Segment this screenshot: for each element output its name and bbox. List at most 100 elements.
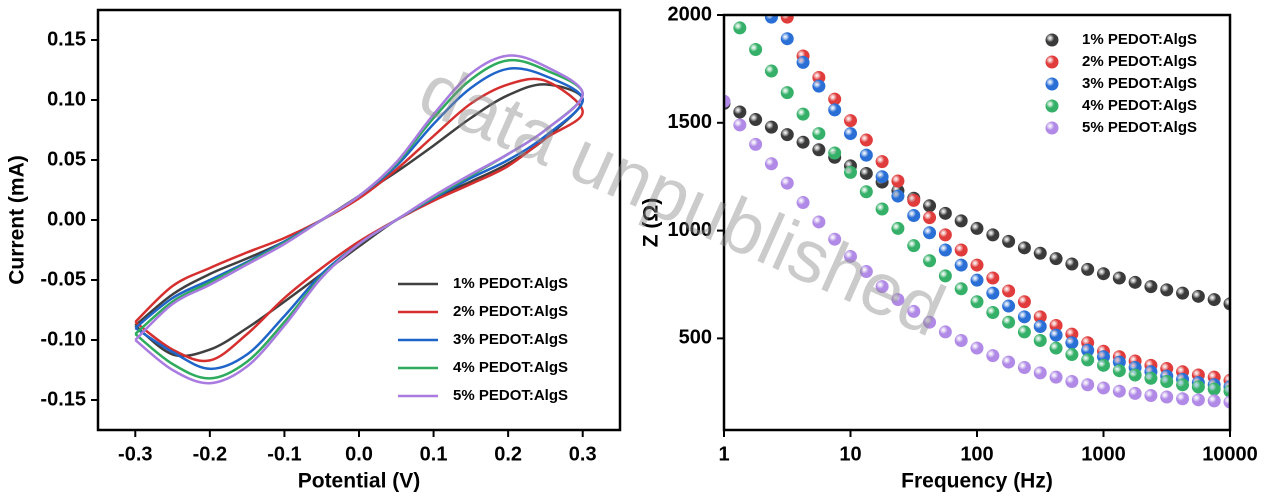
data-point xyxy=(1160,390,1174,404)
data-point xyxy=(812,215,826,229)
data-point xyxy=(954,214,968,228)
data-point xyxy=(938,269,952,283)
data-point xyxy=(923,226,937,240)
data-point xyxy=(1081,343,1095,357)
legend-label: 5% PEDOT:AlgS xyxy=(1082,119,1197,136)
y-tick-label: 1500 xyxy=(668,111,713,133)
data-point xyxy=(828,103,842,117)
data-point xyxy=(1081,378,1095,392)
data-point xyxy=(970,273,984,287)
data-point xyxy=(1049,341,1063,355)
data-point xyxy=(923,254,937,268)
x-tick-label: 10000 xyxy=(1202,443,1258,465)
data-point xyxy=(891,221,905,235)
data-point xyxy=(1017,325,1031,339)
data-point xyxy=(986,271,1000,285)
data-point xyxy=(1017,310,1031,324)
data-point xyxy=(1049,370,1063,384)
data-point xyxy=(764,157,778,171)
data-point xyxy=(1049,328,1063,342)
data-point xyxy=(812,143,826,157)
x-axis-label: Frequency (Hz) xyxy=(901,470,1053,493)
data-point xyxy=(749,137,763,151)
legend-swatch xyxy=(1045,33,1059,47)
data-point xyxy=(970,341,984,355)
x-tick-label: -0.1 xyxy=(267,443,301,465)
y-tick-label: 500 xyxy=(679,327,712,349)
data-point xyxy=(891,189,905,203)
data-point xyxy=(780,15,794,24)
data-point xyxy=(1002,299,1016,313)
cv-curve xyxy=(134,54,584,385)
y-tick-label: -0.15 xyxy=(40,388,86,410)
data-point xyxy=(1033,310,1047,324)
data-point xyxy=(780,176,794,190)
data-point xyxy=(764,15,778,24)
data-point xyxy=(1144,389,1158,403)
data-point xyxy=(1033,246,1047,260)
data-point xyxy=(1097,358,1110,372)
data-point xyxy=(1207,382,1221,396)
data-point xyxy=(1223,395,1230,409)
data-point xyxy=(923,211,937,225)
data-point xyxy=(1049,252,1063,266)
data-point xyxy=(1081,353,1095,367)
data-point xyxy=(1097,267,1110,281)
data-point xyxy=(1002,234,1016,248)
data-point xyxy=(780,32,794,46)
data-point xyxy=(764,120,778,134)
data-point xyxy=(907,304,921,318)
data-point xyxy=(938,228,952,242)
data-point xyxy=(954,334,968,348)
data-point xyxy=(1160,374,1174,388)
data-point xyxy=(1065,336,1079,350)
data-point xyxy=(1144,371,1158,385)
y-tick-label: -0.10 xyxy=(40,328,86,350)
data-point xyxy=(1049,318,1063,332)
data-point xyxy=(844,127,857,141)
data-point xyxy=(828,146,842,160)
data-point xyxy=(1191,380,1205,394)
axes-frame xyxy=(722,13,1232,432)
y-tick-label: 0.00 xyxy=(47,208,86,230)
legend-swatch xyxy=(1045,55,1059,69)
data-point xyxy=(986,306,1000,320)
data-point xyxy=(1065,257,1079,271)
legend-swatch xyxy=(1045,77,1059,91)
y-tick-label: 0.10 xyxy=(47,88,86,110)
data-point xyxy=(891,174,905,188)
x-tick-label: 0.3 xyxy=(569,443,597,465)
y-tick-label: 0.15 xyxy=(47,28,86,50)
data-point xyxy=(1128,275,1142,289)
data-point xyxy=(986,286,1000,300)
data-point xyxy=(875,155,889,169)
x-tick-label: -0.3 xyxy=(118,443,152,465)
data-point xyxy=(1033,334,1047,348)
data-point xyxy=(859,148,873,162)
y-tick-label: 1000 xyxy=(668,219,713,241)
y-tick-label: 2000 xyxy=(668,3,713,25)
data-point xyxy=(986,349,1000,363)
data-point xyxy=(970,221,984,235)
data-point xyxy=(812,127,826,141)
legend-label: 4% PEDOT:AlgS xyxy=(1082,97,1197,114)
cv-curve xyxy=(134,77,584,363)
data-point xyxy=(923,199,937,213)
data-point xyxy=(764,64,778,78)
data-point xyxy=(875,202,889,216)
data-point xyxy=(733,21,747,35)
legend-swatch xyxy=(1045,99,1059,113)
data-point xyxy=(812,79,826,93)
data-point xyxy=(733,118,747,132)
data-point xyxy=(1128,386,1142,400)
x-tick-label: 1000 xyxy=(1081,443,1126,465)
data-point xyxy=(1144,280,1158,294)
data-point xyxy=(749,113,763,127)
data-point xyxy=(1097,381,1110,395)
data-point xyxy=(780,86,794,100)
data-point xyxy=(1207,394,1221,408)
data-point xyxy=(859,265,873,279)
data-point xyxy=(844,165,857,179)
data-point xyxy=(1017,241,1031,255)
